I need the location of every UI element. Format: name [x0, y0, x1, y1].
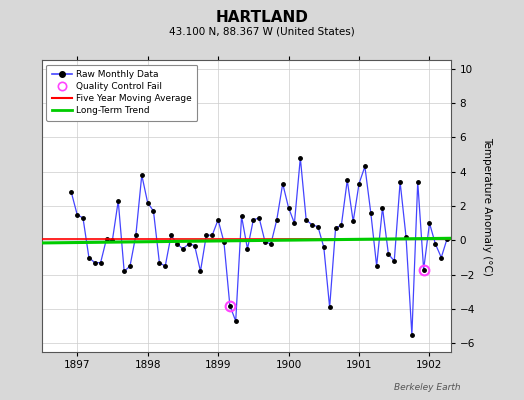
Text: 43.100 N, 88.367 W (United States): 43.100 N, 88.367 W (United States) — [169, 26, 355, 36]
Text: HARTLAND: HARTLAND — [215, 10, 309, 25]
Legend: Raw Monthly Data, Quality Control Fail, Five Year Moving Average, Long-Term Tren: Raw Monthly Data, Quality Control Fail, … — [47, 64, 198, 121]
Text: Berkeley Earth: Berkeley Earth — [395, 383, 461, 392]
Y-axis label: Temperature Anomaly (°C): Temperature Anomaly (°C) — [482, 136, 492, 276]
